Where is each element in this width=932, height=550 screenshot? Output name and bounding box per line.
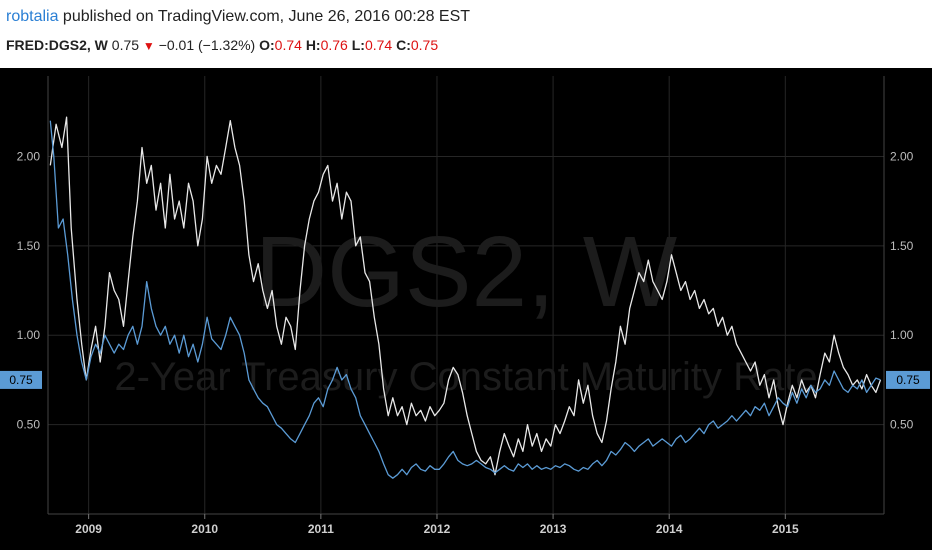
last-value-label-left: 0.75 [9, 373, 33, 387]
x-tick-label: 2012 [424, 522, 451, 536]
y-tick-label: 1.00 [17, 328, 41, 342]
x-tick-label: 2015 [772, 522, 799, 536]
high-label: H: [305, 37, 321, 53]
last-value-tag-left [0, 370, 42, 389]
ohlc-legend: FRED:DGS2, W 0.75 ▼ −0.01 (−1.32%) O:0.7… [6, 37, 438, 53]
series-lines [49, 116, 882, 479]
grid-lines [47, 76, 885, 515]
publish-info: robtalia published on TradingView.com, J… [6, 8, 470, 26]
chart-header: robtalia published on TradingView.com, J… [6, 0, 926, 68]
x-axis: 2009 2010 2011 2012 2013 2014 2015 [75, 514, 799, 536]
last-value-label-right: 0.75 [896, 373, 920, 387]
high-value: 0.76 [320, 37, 348, 53]
price-value: 0.75 [111, 37, 140, 53]
close-label: C: [396, 37, 411, 53]
y-tick-label: 2.00 [17, 149, 41, 163]
y-tick-label: 2.00 [890, 149, 914, 163]
y-axis-left: 2.00 1.50 1.00 0.50 [17, 149, 41, 431]
series-line-2 [49, 120, 881, 479]
y-tick-label: 0.50 [17, 418, 41, 432]
watermark-description: 2-Year Treasury Constant Maturity Rate [114, 355, 817, 399]
y-tick-label: 1.00 [890, 328, 914, 342]
y-axis-right: 2.00 1.50 1.00 0.50 [890, 149, 914, 431]
publish-text: published on TradingView.com, June 26, 2… [58, 8, 471, 25]
line-chart[interactable]: DGS2, W 2-Year Treasury Constant Maturit… [0, 68, 932, 550]
open-value: 0.74 [274, 37, 302, 53]
low-value: 0.74 [364, 37, 393, 53]
x-tick-label: 2011 [308, 522, 334, 536]
price-change: −0.01 (−1.32%) [158, 37, 256, 53]
down-triangle-icon: ▼ [142, 39, 155, 53]
x-tick-label: 2013 [540, 522, 567, 536]
y-tick-label: 0.50 [890, 418, 914, 432]
watermark-symbol: DGS2, W [255, 216, 678, 328]
x-tick-label: 2010 [191, 522, 218, 536]
y-tick-label: 1.50 [890, 239, 914, 253]
y-tick-label: 1.50 [17, 239, 41, 253]
last-value-tag-right [886, 370, 930, 389]
x-tick-label: 2009 [75, 522, 102, 536]
low-label: L: [351, 37, 365, 53]
symbol-label[interactable]: FRED:DGS2, W [6, 37, 108, 53]
last-value-tags: 0.75 0.75 [0, 370, 930, 389]
author-link[interactable]: robtalia [6, 8, 59, 25]
series-line-1 [49, 116, 882, 476]
open-label: O: [259, 37, 275, 53]
close-value: 0.75 [410, 37, 439, 53]
x-tick-label: 2014 [656, 522, 683, 536]
plot-area[interactable] [48, 76, 884, 514]
chart-area[interactable]: DGS2, W 2-Year Treasury Constant Maturit… [0, 68, 932, 550]
